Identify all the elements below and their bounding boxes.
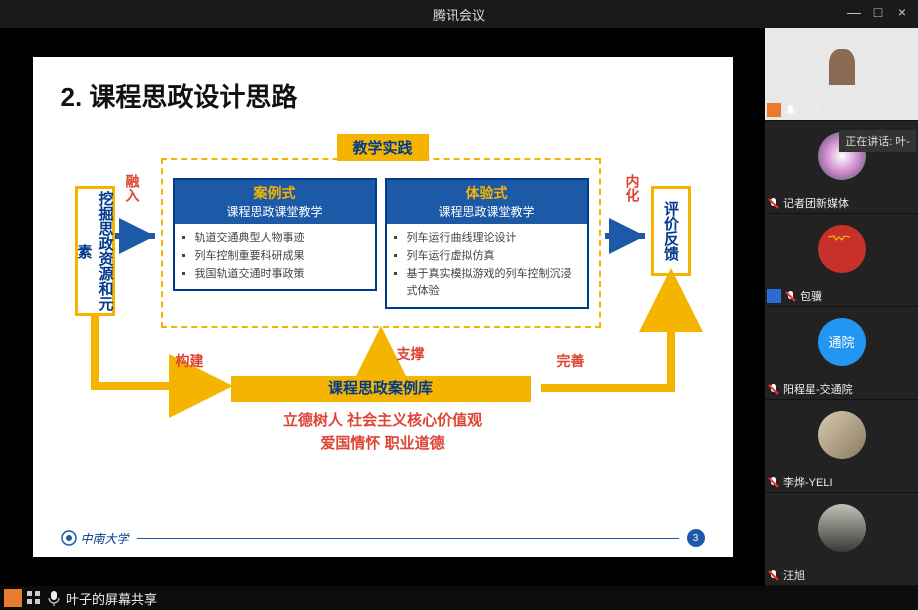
avatar-badge-icon [767, 103, 781, 117]
slide-footer: 中南大学 3 [61, 529, 705, 547]
neihua-label: 内化 [623, 174, 643, 202]
participant-tile[interactable]: 通院 阳程星-交通院 [765, 307, 918, 399]
page-number: 3 [687, 529, 705, 547]
maximize-button[interactable]: □ [866, 0, 890, 24]
speaking-tooltip: 正在讲话: 叶- [839, 130, 916, 152]
presentation-slide: 2. 课程思政设计思路 挖掘思政资源和元素 评价反馈 教学实践 融入 内化 案例… [33, 57, 733, 557]
avatar-icon [818, 504, 866, 552]
mic-muted-icon [767, 476, 780, 489]
mic-muted-icon [767, 383, 780, 396]
grid-icon[interactable] [26, 590, 42, 606]
mic-muted-icon [767, 569, 780, 582]
mic-muted-icon [767, 197, 780, 210]
top-label: 教学实践 [336, 134, 428, 161]
participant-tile[interactable]: 叶子 [765, 28, 918, 120]
avatar-icon [818, 411, 866, 459]
card-case-style: 案例式课程思政课堂教学 轨道交通典型人物事迹 列车控制重要科研成果 我国轨道交通… [173, 178, 377, 291]
window-titlebar: 腾讯会议 — □ × [0, 0, 918, 28]
values-text: 立德树人 社会主义核心价值观 爱国情怀 职业道德 [283, 410, 482, 455]
window-title: 腾讯会议 [433, 5, 485, 24]
right-box: 评价反馈 [651, 186, 691, 276]
participant-tile[interactable]: 汪旭 [765, 493, 918, 585]
avatar-icon: 通院 [818, 318, 866, 366]
participant-tile[interactable]: 李烨-YELI [765, 400, 918, 492]
share-label: 叶子的屏幕共享 [66, 589, 157, 608]
minimize-button[interactable]: — [842, 0, 866, 24]
rongru-label: 融入 [123, 174, 143, 202]
avatar-badge-icon [767, 289, 781, 303]
mic-icon [784, 104, 797, 117]
participant-tile[interactable]: 包骥 [765, 214, 918, 306]
slide-title: 2. 课程思政设计思路 [61, 77, 705, 114]
shared-screen-area: 2. 课程思政设计思路 挖掘思政资源和元素 评价反馈 教学实践 融入 内化 案例… [0, 28, 765, 586]
mic-muted-icon [784, 290, 797, 303]
presenter-avatar-icon [4, 589, 22, 607]
zhicheng-label: 支撑 [397, 344, 425, 364]
case-library-box: 课程思政案例库 [231, 376, 531, 402]
left-box: 挖掘思政资源和元素 [75, 186, 115, 316]
close-button[interactable]: × [890, 0, 914, 24]
wanshan-label: 完善 [557, 351, 585, 371]
university-logo: 中南大学 [61, 530, 129, 547]
participants-sidebar: 叶子 记者团新媒体 包骥 通院 阳程星-交通院 [765, 28, 918, 586]
bottom-status-bar: 叶子的屏幕共享 [0, 586, 918, 610]
avatar-icon [818, 225, 866, 273]
mic-icon[interactable] [46, 590, 62, 606]
slide-diagram: 挖掘思政资源和元素 评价反馈 教学实践 融入 内化 案例式课程思政课堂教学 轨道… [61, 126, 705, 456]
goujian-label: 构建 [176, 351, 204, 371]
